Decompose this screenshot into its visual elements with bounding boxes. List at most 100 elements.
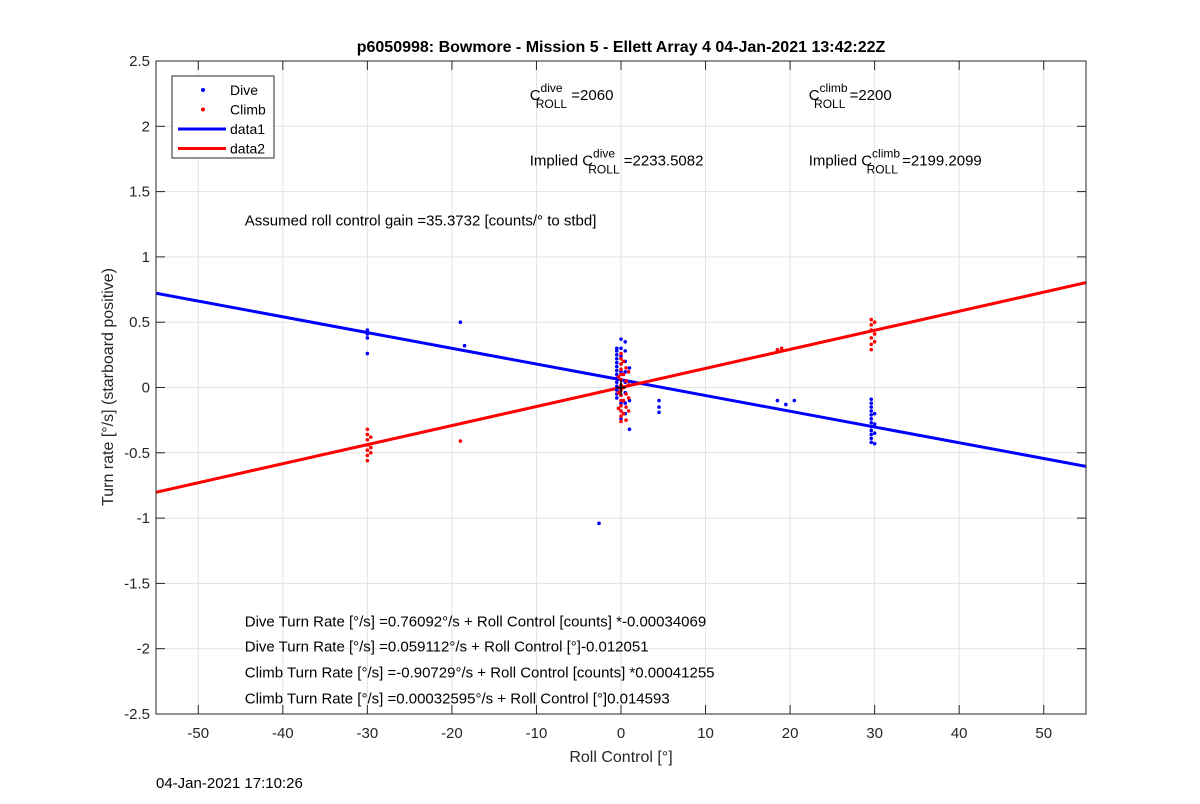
point-climb	[365, 427, 370, 432]
y-tick-label: -0.5	[124, 445, 150, 462]
point-climb	[872, 339, 877, 344]
legend-label: Dive	[230, 82, 258, 98]
point-dive	[869, 428, 874, 433]
annotation-subscript: ROLL	[867, 162, 899, 176]
point-climb	[869, 317, 874, 322]
point-climb	[869, 342, 874, 347]
x-tick-label: 10	[697, 725, 714, 742]
annotation-prefix: C	[809, 87, 820, 104]
x-tick-label: -50	[187, 725, 209, 742]
point-dive	[869, 440, 874, 445]
point-dive	[869, 405, 874, 409]
x-axis-label: Roll Control [°]	[569, 749, 672, 766]
annotation-subscript: ROLL	[536, 97, 568, 111]
point-climb	[869, 323, 874, 327]
point-climb	[619, 351, 623, 356]
point-dive	[614, 380, 619, 385]
point-climb	[624, 366, 628, 370]
coefficient-annotation: Cdive ROLL =2060	[530, 81, 614, 111]
point-climb	[616, 406, 621, 411]
point-dive	[614, 360, 619, 365]
point-dive	[627, 427, 632, 432]
x-tick-label: 40	[951, 725, 968, 742]
x-tick-label: -40	[272, 725, 294, 742]
chart-title: p6050998: Bowmore - Mission 5 - Ellett A…	[357, 39, 886, 56]
point-dive	[614, 388, 619, 392]
point-climb	[368, 451, 373, 455]
point-climb	[626, 396, 631, 400]
point-dive	[458, 320, 463, 325]
point-climb	[619, 403, 623, 408]
x-tick-label: -20	[441, 725, 463, 742]
point-dive	[872, 441, 877, 446]
point-dive	[623, 349, 628, 353]
point-climb	[458, 439, 463, 443]
x-tick-label: 30	[866, 725, 883, 742]
point-dive	[619, 337, 623, 341]
annotation-prefix: C	[530, 87, 541, 104]
point-climb	[624, 392, 628, 396]
point-climb	[619, 398, 623, 403]
point-dive	[775, 398, 780, 403]
point-climb	[368, 445, 373, 450]
annotation-text: Climb Turn Rate [°/s] =-0.90729°/s + Rol…	[245, 664, 715, 681]
point-dive	[869, 409, 874, 413]
annotation-text: Climb Turn Rate [°/s] =0.00032595°/s + R…	[245, 691, 670, 708]
annotation-text: Dive Turn Rate [°/s] =0.76092°/s + Roll …	[245, 613, 706, 630]
legend-label: data1	[230, 121, 265, 137]
point-climb	[619, 372, 623, 377]
x-tick-label: -10	[526, 725, 548, 742]
point-dive	[869, 432, 874, 437]
y-tick-label: -1	[137, 510, 150, 527]
point-dive	[614, 356, 619, 361]
annotation-prefix: Implied C	[809, 152, 873, 169]
y-tick-label: 2	[142, 118, 150, 135]
point-dive	[365, 351, 370, 356]
point-dive	[614, 396, 619, 400]
point-dive	[657, 405, 661, 409]
annotation-value: =2233.5082	[620, 152, 704, 169]
point-climb	[365, 453, 370, 458]
coefficient-annotation: Implied Cdive ROLL =2233.5082	[530, 146, 704, 176]
point-dive	[619, 354, 623, 358]
point-dive	[619, 370, 623, 374]
legend-label: data2	[230, 141, 265, 157]
point-dive	[784, 402, 788, 407]
point-dive	[614, 372, 619, 377]
point-climb	[621, 372, 626, 377]
point-climb	[872, 332, 877, 336]
point-dive	[869, 436, 874, 441]
x-tick-label: -30	[357, 725, 379, 742]
point-dive	[657, 398, 661, 403]
y-tick-label: -1.5	[124, 575, 150, 592]
point-climb	[869, 347, 874, 352]
legend-label: Climb	[230, 102, 266, 118]
point-dive	[869, 424, 874, 429]
point-dive	[365, 332, 370, 336]
point-climb	[624, 405, 628, 409]
point-dive	[792, 398, 797, 403]
y-tick-label: 1	[142, 249, 150, 266]
point-dive	[614, 364, 619, 369]
point-climb	[619, 362, 623, 366]
point-climb	[869, 336, 874, 340]
annotations: Cdive ROLL =2060 Cclimb ROLL =2200 Implied C…	[245, 81, 982, 707]
point-dive	[869, 420, 874, 425]
point-dive	[614, 349, 619, 353]
point-climb	[619, 414, 623, 419]
y-axis-label: Turn rate [°/s] (starboard positive)	[100, 268, 117, 506]
annotation-superscript: dive	[593, 146, 615, 160]
annotation-value: =2199.2099	[898, 152, 982, 169]
point-climb	[621, 359, 626, 364]
annotation-text: Assumed roll control gain =35.3732 [coun…	[245, 213, 597, 230]
point-climb	[626, 409, 631, 413]
point-dive	[614, 353, 619, 357]
annotation-prefix: Implied C	[530, 152, 594, 169]
y-tick-label: 2.5	[129, 53, 150, 70]
point-climb	[365, 432, 370, 437]
point-climb	[365, 458, 370, 463]
legend-marker-climb	[201, 107, 205, 112]
legend: Dive Climb data1 data2	[171, 75, 275, 159]
coefficient-annotation: Implied Cclimb ROLL =2199.2099	[809, 146, 982, 176]
